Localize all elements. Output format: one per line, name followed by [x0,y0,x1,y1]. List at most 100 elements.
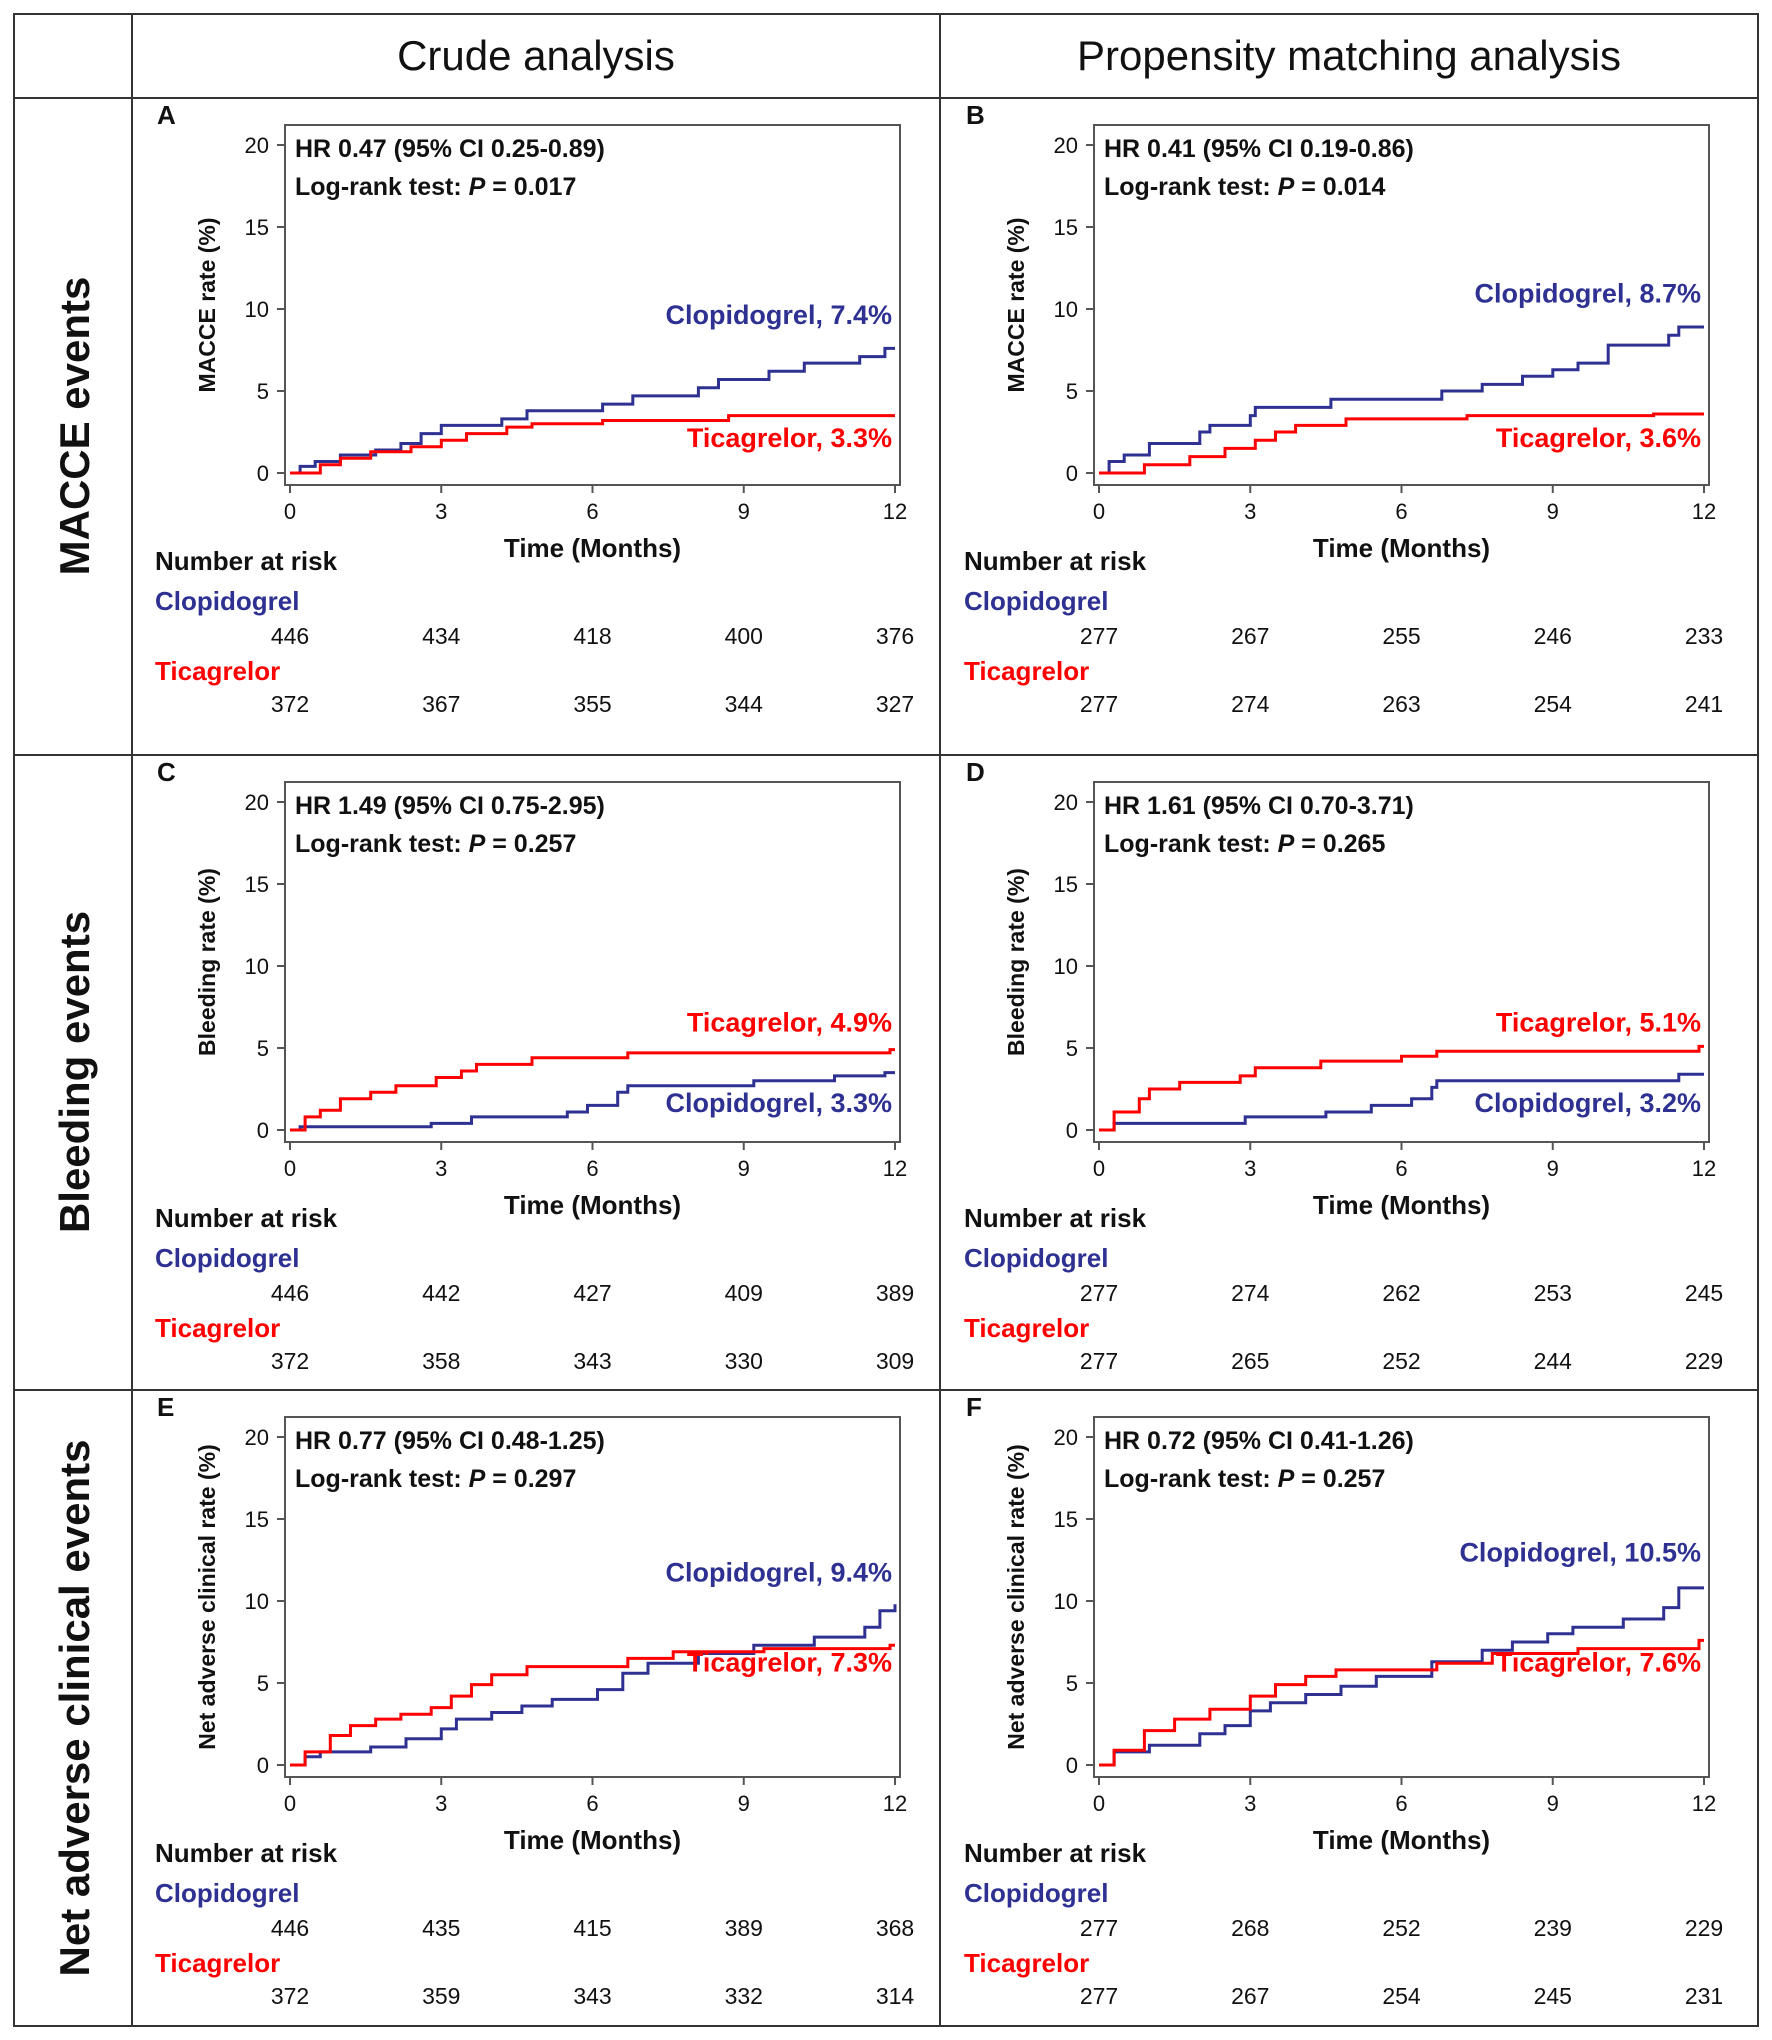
callout-ticagrelor: Ticagrelor, 7.6% [1496,1648,1701,1678]
risk-value-ticagrelor: 252 [1382,1348,1420,1374]
risk-label-ticagrelor: Ticagrelor [155,1948,280,1978]
y-tick-label: 5 [1066,379,1078,404]
risk-value-clopidogrel: 277 [1080,1280,1118,1306]
risk-value-ticagrelor: 277 [1080,1348,1118,1374]
risk-value-clopidogrel: 245 [1685,1280,1723,1306]
panel-a: A 0 5 10 15 20 0 3 6 9 12 MACCE rate (%) Time (Month… [155,100,914,717]
panel-letter: D [966,757,985,787]
callout-ticagrelor: Ticagrelor, 7.3% [687,1648,892,1678]
km-curve-ticagrelor [1099,1638,1704,1767]
risk-label-ticagrelor: Ticagrelor [964,1948,1089,1978]
x-tick-label: 12 [883,499,907,524]
logrank-text: Log-rank test: P = 0.265 [1104,830,1385,858]
callout-ticagrelor: Ticagrelor, 5.1% [1496,1008,1701,1038]
x-tick-label: 9 [738,1791,750,1816]
risk-value-ticagrelor: 344 [725,691,764,717]
panel-e: E 0 5 10 15 20 0 3 6 9 12 Net adverse clinical rate… [155,1392,914,2009]
hazard-ratio-text: HR 0.47 (95% CI 0.25-0.89) [295,135,605,163]
x-tick-label: 0 [284,1791,296,1816]
logrank-text: Log-rank test: P = 0.257 [295,830,576,858]
risk-title: Number at risk [155,546,338,576]
panel-letter: E [157,1392,174,1422]
x-tick-label: 3 [435,1156,447,1181]
panel-letter: F [966,1392,982,1422]
km-curve-clopidogrel [1099,325,1704,475]
x-axis-label: Time (Months) [1313,533,1490,563]
hazard-ratio-text: HR 0.72 (95% CI 0.41-1.26) [1104,1427,1414,1455]
risk-value-clopidogrel: 277 [1080,1915,1118,1941]
x-tick-label: 0 [1093,499,1105,524]
y-tick-label: 5 [257,1036,269,1061]
km-curve-ticagrelor [290,1643,895,1767]
x-tick-label: 6 [586,1791,598,1816]
risk-title: Number at risk [964,1203,1147,1233]
y-tick-label: 20 [245,1425,269,1450]
panel-letter: A [157,100,176,130]
x-axis-label: Time (Months) [1313,1190,1490,1220]
risk-value-clopidogrel: 434 [422,623,461,649]
risk-value-clopidogrel: 376 [876,623,914,649]
risk-label-ticagrelor: Ticagrelor [155,1313,280,1343]
x-tick-label: 12 [883,1791,907,1816]
x-tick-label: 9 [738,1156,750,1181]
x-axis-label: Time (Months) [1313,1825,1490,1855]
x-tick-label: 3 [435,1791,447,1816]
risk-title: Number at risk [155,1203,338,1233]
y-axis-label: Net adverse clinical rate (%) [1003,1444,1029,1750]
risk-value-clopidogrel: 253 [1534,1280,1572,1306]
x-tick-label: 12 [883,1156,907,1181]
risk-value-ticagrelor: 245 [1534,1983,1572,2009]
risk-value-ticagrelor: 343 [573,1983,611,2009]
row-label-bleeding: Bleeding events [51,911,98,1233]
x-tick-label: 9 [1547,499,1559,524]
x-tick-label: 3 [1244,1156,1256,1181]
risk-value-clopidogrel: 274 [1231,1280,1270,1306]
km-curve-clopidogrel [1099,1586,1704,1767]
risk-value-clopidogrel: 389 [876,1280,914,1306]
risk-label-clopidogrel: Clopidogrel [964,586,1108,616]
y-tick-label: 20 [245,133,269,158]
y-tick-label: 20 [1054,790,1078,815]
risk-label-clopidogrel: Clopidogrel [155,1878,299,1908]
risk-label-clopidogrel: Clopidogrel [155,1243,299,1273]
y-tick-label: 15 [1054,1507,1078,1532]
panel-letter: C [157,757,176,787]
risk-value-clopidogrel: 446 [271,1915,309,1941]
risk-value-ticagrelor: 277 [1080,691,1118,717]
risk-label-clopidogrel: Clopidogrel [964,1243,1108,1273]
risk-value-ticagrelor: 332 [725,1983,763,2009]
x-tick-label: 12 [1692,499,1716,524]
risk-value-clopidogrel: 368 [876,1915,914,1941]
risk-value-ticagrelor: 263 [1382,691,1420,717]
y-tick-label: 10 [1054,297,1078,322]
x-tick-label: 6 [1395,1156,1407,1181]
risk-title: Number at risk [155,1838,338,1868]
km-curve-ticagrelor [290,414,895,475]
km-curve-ticagrelor [290,1048,895,1132]
risk-value-clopidogrel: 262 [1382,1280,1420,1306]
km-curve-ticagrelor [1099,412,1704,475]
risk-value-ticagrelor: 367 [422,691,460,717]
panels: A 0 5 10 15 20 0 3 6 9 12 MACCE rate (%) Time (Month… [155,100,1723,2009]
km-curve-clopidogrel [290,1071,895,1132]
y-axis-label: MACCE rate (%) [1003,217,1029,392]
y-axis-label: Bleeding rate (%) [1003,868,1029,1056]
callout-clopidogrel: Clopidogrel, 10.5% [1459,1538,1701,1568]
risk-value-clopidogrel: 246 [1534,623,1572,649]
hazard-ratio-text: HR 1.49 (95% CI 0.75-2.95) [295,792,605,820]
y-tick-label: 0 [1066,1118,1078,1143]
panel-letter: B [966,100,985,130]
risk-value-clopidogrel: 446 [271,623,309,649]
logrank-text: Log-rank test: P = 0.014 [1104,173,1385,201]
y-axis-label: MACCE rate (%) [194,217,220,392]
risk-value-ticagrelor: 372 [271,1348,309,1374]
y-tick-label: 5 [1066,1671,1078,1696]
risk-value-clopidogrel: 239 [1534,1915,1572,1941]
callout-clopidogrel: Clopidogrel, 3.3% [665,1088,892,1118]
y-tick-label: 15 [1054,215,1078,240]
y-tick-label: 0 [257,461,269,486]
risk-label-ticagrelor: Ticagrelor [155,656,280,686]
panel-c: C 0 5 10 15 20 0 3 6 9 12 Bleeding rate (%) Time (Mo… [155,757,914,1374]
risk-value-ticagrelor: 343 [573,1348,611,1374]
